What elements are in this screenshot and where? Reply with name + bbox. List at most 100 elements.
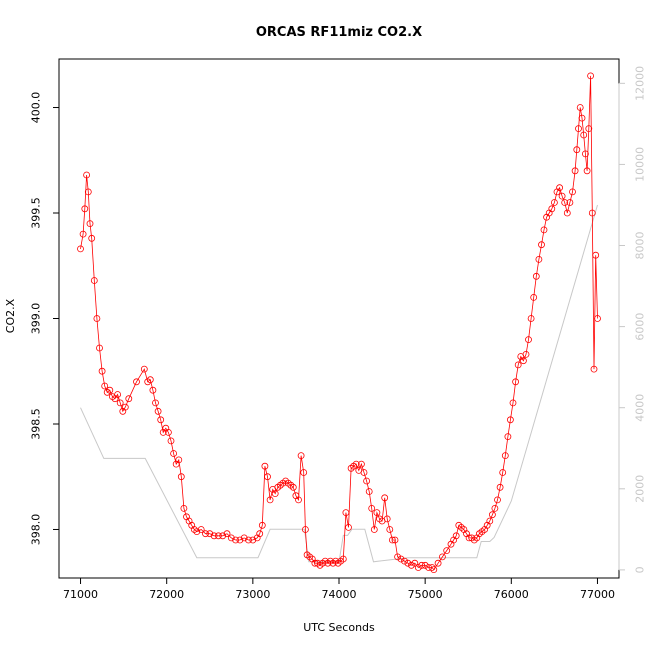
y2-tick-label: 8000 bbox=[634, 232, 647, 260]
co2-point bbox=[535, 255, 543, 263]
co2-point bbox=[190, 526, 198, 533]
co2-point bbox=[154, 407, 162, 415]
co2-point bbox=[388, 536, 396, 544]
co2-point bbox=[430, 566, 438, 573]
co2-point bbox=[245, 536, 252, 544]
x-tick-label: 75000 bbox=[408, 588, 443, 601]
co2-point bbox=[77, 245, 84, 253]
co2-point bbox=[421, 561, 429, 569]
co2-point bbox=[101, 382, 109, 390]
co2-point bbox=[287, 481, 295, 489]
co2-point bbox=[261, 462, 269, 470]
co2-point bbox=[522, 350, 530, 358]
co2-point bbox=[146, 376, 154, 384]
co2-point bbox=[249, 536, 257, 544]
co2-point bbox=[116, 399, 124, 407]
co2-point bbox=[582, 150, 589, 158]
co2-point bbox=[563, 209, 571, 217]
co2-point bbox=[370, 526, 378, 533]
y-tick-label: 400.0 bbox=[30, 92, 43, 124]
co2-point bbox=[219, 532, 227, 540]
co2-point bbox=[88, 234, 96, 242]
co2-point bbox=[264, 473, 271, 481]
co2-point bbox=[266, 496, 274, 504]
co2-point bbox=[386, 526, 394, 533]
y2-tick-label: 12000 bbox=[634, 66, 647, 101]
x-tick-label: 71000 bbox=[63, 588, 98, 601]
co2-point bbox=[556, 184, 563, 192]
co2-point bbox=[576, 104, 584, 111]
co2-point bbox=[140, 365, 148, 373]
co2-point bbox=[149, 386, 157, 394]
co2-point bbox=[407, 561, 415, 569]
co2-line bbox=[80, 75, 598, 571]
co2-point bbox=[90, 277, 98, 284]
co2-point bbox=[520, 357, 527, 365]
co2-point bbox=[394, 553, 402, 561]
co2-point bbox=[193, 528, 201, 535]
co2-point bbox=[133, 378, 140, 386]
co2-point bbox=[227, 534, 235, 542]
co2-point bbox=[573, 146, 581, 154]
co2-point bbox=[401, 557, 408, 565]
co2-point bbox=[256, 530, 264, 538]
co2-point bbox=[391, 536, 399, 544]
co2-point bbox=[588, 209, 596, 217]
co2-point bbox=[240, 534, 248, 542]
co2-point bbox=[470, 536, 478, 544]
altitude-series bbox=[80, 204, 598, 563]
co2-point bbox=[540, 226, 548, 234]
co2-point bbox=[271, 490, 279, 498]
co2-point bbox=[79, 230, 87, 238]
co2-point bbox=[202, 530, 209, 538]
co2-point bbox=[532, 272, 540, 280]
co2-point bbox=[590, 365, 598, 373]
co2-point bbox=[583, 167, 591, 175]
co2-point bbox=[486, 517, 494, 525]
y2-tick-label: 6000 bbox=[634, 313, 647, 341]
y-tick-label: 398.5 bbox=[30, 408, 43, 440]
co2-point bbox=[214, 532, 222, 540]
co2-point bbox=[538, 241, 545, 249]
co2-point bbox=[488, 511, 496, 519]
y-axis-label: CO2.X bbox=[4, 298, 17, 333]
co2-point bbox=[295, 496, 302, 504]
co2-point bbox=[300, 469, 308, 476]
co2-point bbox=[98, 367, 106, 375]
co2-point bbox=[114, 391, 121, 398]
co2-point bbox=[594, 315, 601, 322]
co2-point bbox=[494, 496, 501, 504]
y2-tick-label: 10000 bbox=[634, 147, 647, 182]
co2-point bbox=[170, 450, 178, 457]
co2-point bbox=[236, 536, 244, 544]
co2-point bbox=[514, 361, 522, 369]
co2-point bbox=[81, 205, 89, 213]
co2-point bbox=[345, 524, 352, 531]
co2-point bbox=[167, 437, 175, 445]
co2-point bbox=[357, 460, 365, 468]
co2-point bbox=[373, 509, 381, 516]
co2-point bbox=[157, 416, 165, 424]
co2-point bbox=[587, 72, 594, 80]
co2-point bbox=[84, 188, 92, 196]
co2-point bbox=[548, 205, 556, 213]
co2-point bbox=[525, 336, 532, 344]
co2-point bbox=[383, 515, 391, 523]
y-axis-right: 0 2000 4000 6000 8000 10000 12000 bbox=[618, 66, 647, 573]
co2-point bbox=[504, 433, 512, 441]
co2-point bbox=[411, 559, 419, 567]
y-tick-label: 399.5 bbox=[30, 197, 43, 229]
co2-point bbox=[339, 555, 347, 563]
co2-point bbox=[530, 293, 538, 301]
chart-title: ORCAS RF11miz CO2.X bbox=[256, 25, 422, 40]
x-axis-label: UTC Seconds bbox=[303, 621, 375, 634]
x-tick-label: 77000 bbox=[580, 588, 615, 601]
co2-point bbox=[106, 386, 114, 394]
co2-point bbox=[164, 428, 172, 436]
co2-point bbox=[363, 477, 371, 485]
y-tick-label: 399.0 bbox=[30, 303, 43, 335]
y2-tick-label: 2000 bbox=[634, 475, 647, 503]
co2-point bbox=[592, 251, 600, 259]
co2-point bbox=[223, 530, 231, 538]
